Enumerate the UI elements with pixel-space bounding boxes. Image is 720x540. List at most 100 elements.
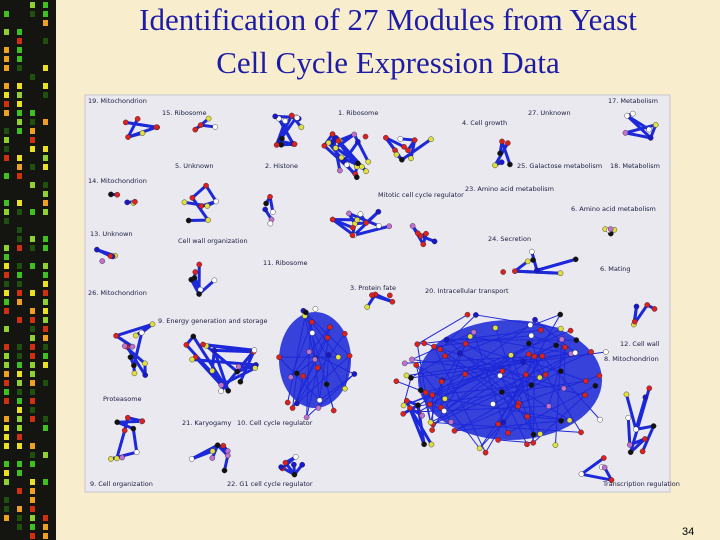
network-node bbox=[421, 340, 428, 347]
network-node bbox=[332, 145, 339, 151]
edge bbox=[277, 117, 295, 145]
network-node bbox=[537, 327, 544, 333]
network-node bbox=[429, 427, 435, 433]
network-node bbox=[601, 464, 608, 471]
network-node bbox=[329, 131, 336, 137]
edge bbox=[115, 334, 134, 348]
network-node bbox=[596, 372, 603, 379]
array-spot bbox=[17, 317, 22, 323]
array-spot bbox=[30, 443, 35, 449]
network-node bbox=[530, 257, 536, 263]
network-node bbox=[408, 155, 414, 162]
network-node bbox=[534, 267, 540, 274]
network-node bbox=[415, 230, 421, 237]
network-node bbox=[188, 456, 195, 462]
array-spot bbox=[43, 362, 48, 368]
array-spot bbox=[4, 326, 9, 332]
network-node bbox=[237, 378, 244, 385]
array-spot bbox=[43, 335, 48, 341]
network-node bbox=[294, 400, 300, 407]
module-label: 23. Amino acid metabolism bbox=[465, 185, 554, 193]
array-spot bbox=[4, 101, 9, 107]
array-spot bbox=[17, 407, 22, 413]
network-node bbox=[299, 461, 306, 468]
edge bbox=[418, 405, 549, 413]
network-node bbox=[113, 455, 120, 462]
network-node bbox=[419, 412, 425, 419]
network-node bbox=[415, 402, 421, 408]
network-node bbox=[130, 425, 137, 432]
edge bbox=[292, 333, 346, 409]
network-node bbox=[639, 448, 646, 455]
network-node bbox=[149, 321, 156, 328]
array-spot bbox=[17, 227, 22, 233]
network-node bbox=[427, 419, 434, 426]
edge bbox=[296, 375, 304, 404]
network-node bbox=[365, 158, 372, 165]
module-label: 20. Intracellular transport bbox=[425, 287, 509, 295]
network-node bbox=[325, 352, 332, 358]
network-node bbox=[542, 371, 549, 378]
network-node bbox=[267, 193, 273, 200]
network-node bbox=[363, 168, 369, 175]
network-node bbox=[341, 330, 348, 337]
array-spot bbox=[17, 173, 22, 179]
network-node bbox=[623, 391, 630, 398]
network-node bbox=[552, 442, 559, 448]
array-spot bbox=[17, 200, 22, 206]
array-spot bbox=[30, 371, 35, 377]
network-node bbox=[211, 277, 218, 284]
network-node bbox=[476, 445, 483, 452]
edge bbox=[625, 394, 638, 430]
network-node bbox=[411, 137, 418, 143]
edge bbox=[415, 364, 443, 381]
array-spot bbox=[17, 470, 22, 476]
network-node bbox=[363, 220, 369, 226]
array-spot bbox=[17, 236, 22, 242]
network-node bbox=[337, 167, 343, 174]
network-node bbox=[528, 382, 535, 388]
network-node bbox=[507, 161, 513, 168]
array-spot bbox=[17, 371, 22, 377]
array-spot bbox=[4, 92, 9, 98]
edge bbox=[424, 342, 564, 389]
network-node bbox=[633, 303, 640, 310]
network-node bbox=[282, 118, 289, 124]
array-spot bbox=[4, 461, 9, 467]
network-node bbox=[189, 194, 196, 201]
edge bbox=[292, 373, 298, 409]
network-node bbox=[114, 419, 121, 426]
module-label: 18. Metabolism bbox=[610, 162, 660, 170]
edge bbox=[385, 136, 405, 149]
network-node bbox=[592, 383, 599, 389]
edge bbox=[204, 184, 218, 203]
module-label: 6. Amino acid metabolism bbox=[571, 205, 656, 213]
array-spot bbox=[43, 425, 48, 431]
network-node bbox=[335, 354, 342, 360]
edge bbox=[117, 419, 142, 424]
array-spot bbox=[30, 488, 35, 494]
network-node bbox=[342, 385, 348, 392]
edge bbox=[327, 141, 359, 165]
array-spot bbox=[4, 11, 9, 17]
network-node bbox=[427, 401, 433, 408]
network-node bbox=[122, 119, 129, 126]
network-node bbox=[524, 413, 531, 420]
array-spot bbox=[4, 344, 9, 350]
edge bbox=[192, 335, 230, 392]
network-node bbox=[526, 340, 532, 347]
network-node bbox=[429, 392, 436, 398]
network-node bbox=[562, 344, 568, 351]
network-node bbox=[125, 134, 131, 140]
network-node bbox=[409, 223, 416, 229]
network-node bbox=[330, 407, 337, 414]
edge bbox=[214, 348, 254, 354]
edge bbox=[536, 257, 577, 272]
network-node bbox=[431, 343, 437, 350]
network-node bbox=[393, 378, 400, 385]
network-node bbox=[200, 341, 206, 348]
network-node bbox=[401, 360, 408, 367]
edge bbox=[210, 350, 216, 371]
array-spot bbox=[4, 200, 9, 206]
network-node bbox=[270, 209, 276, 215]
